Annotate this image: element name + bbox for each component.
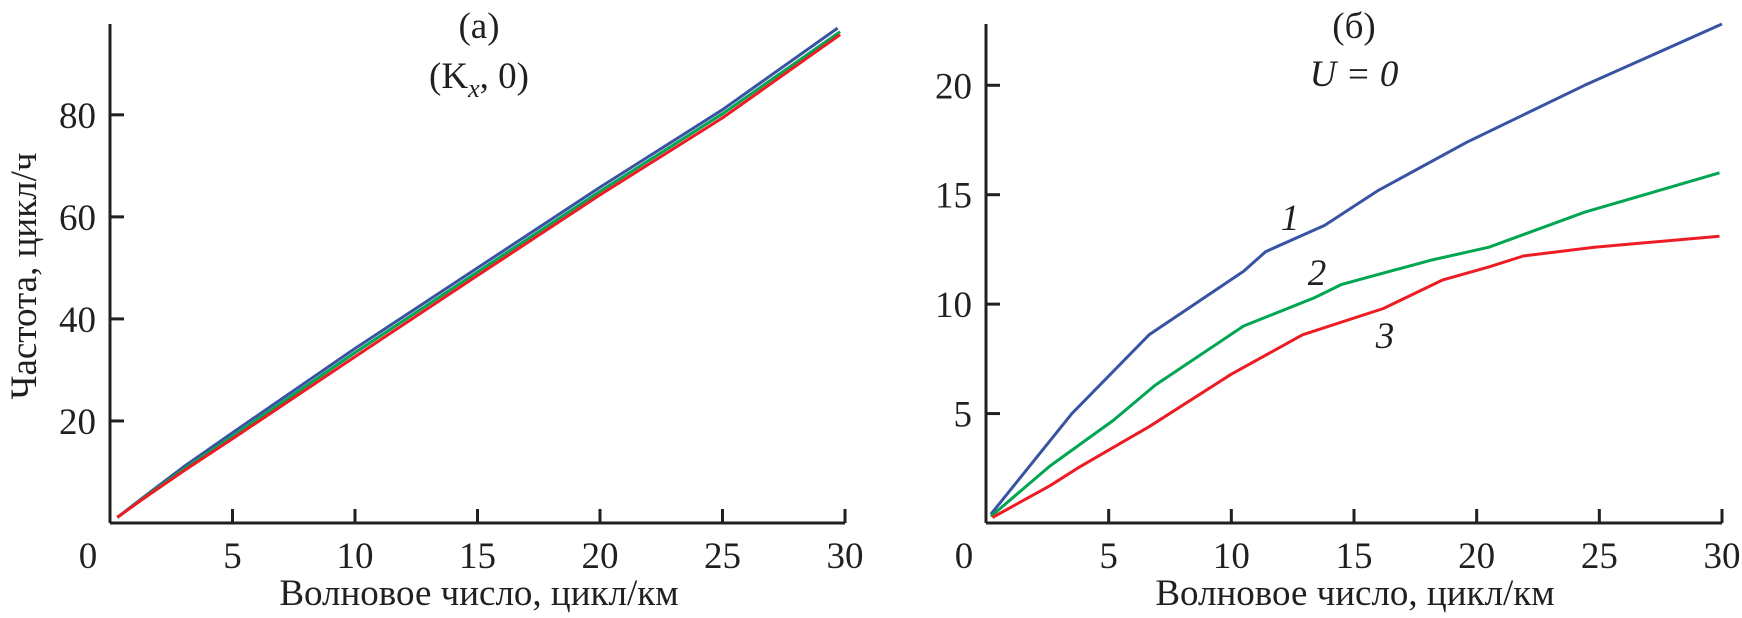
series-line-1 — [989, 22, 1723, 516]
panel-b-xlabel: Волновое число, цикл/км — [1155, 573, 1554, 614]
y-tick-label: 15 — [935, 176, 972, 217]
panel-a-title-sub: x — [467, 74, 480, 103]
x-tick-label: 10 — [1213, 536, 1250, 577]
y-tick-label: 40 — [59, 300, 96, 341]
curve-label-3: 3 — [1375, 316, 1395, 357]
y-tick-label: 10 — [935, 285, 972, 326]
panel-a-ylabel: Частота, цикл/ч — [4, 152, 45, 399]
x-tick-label: 15 — [1336, 536, 1373, 577]
y-tick-label: 80 — [59, 96, 96, 137]
y-tick-label: 20 — [59, 402, 96, 443]
x-tick-label: 20 — [582, 536, 619, 577]
y-tick-label: 60 — [59, 198, 96, 239]
series-line-3 — [991, 234, 1720, 519]
x-tick-label: 0 — [955, 536, 974, 577]
panel-a-title: (Kx, 0) — [429, 56, 529, 103]
x-tick-label: 30 — [827, 536, 864, 577]
panel-a: (a) (Kx, 0) Частота, цикл/ч Волновое чис… — [4, 6, 864, 614]
x-tick-label: 10 — [337, 536, 374, 577]
panel-b-title: U = 0 — [1310, 54, 1399, 95]
x-tick-label: 5 — [1099, 536, 1118, 577]
x-tick-label: 0 — [79, 536, 98, 577]
panel-a-title-rest: , 0) — [480, 56, 529, 97]
panel-a-xlabel: Волновое число, цикл/км — [279, 573, 678, 614]
curve-label-1: 1 — [1281, 198, 1300, 239]
series-line-2 — [989, 171, 1720, 518]
series-line-3 — [116, 33, 841, 519]
panel-a-title-main: (K — [429, 56, 468, 97]
panel-a-label: (a) — [458, 6, 499, 47]
curve-label-2: 2 — [1308, 253, 1327, 294]
x-tick-label: 30 — [1704, 536, 1741, 577]
y-tick-label: 20 — [935, 66, 972, 107]
x-tick-label: 25 — [704, 536, 741, 577]
x-tick-label: 25 — [1581, 536, 1618, 577]
x-tick-label: 15 — [459, 536, 496, 577]
x-tick-label: 5 — [223, 536, 242, 577]
x-tick-label: 20 — [1458, 536, 1495, 577]
y-tick-label: 5 — [954, 395, 973, 436]
panel-b-label: (б) — [1332, 6, 1375, 47]
panel-b: (б) U = 0 Волновое число, цикл/км 1 2 3 … — [935, 6, 1741, 614]
